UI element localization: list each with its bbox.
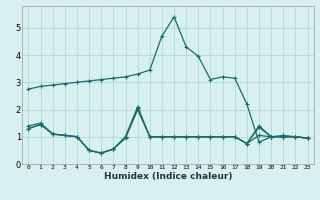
X-axis label: Humidex (Indice chaleur): Humidex (Indice chaleur) [104,172,232,181]
